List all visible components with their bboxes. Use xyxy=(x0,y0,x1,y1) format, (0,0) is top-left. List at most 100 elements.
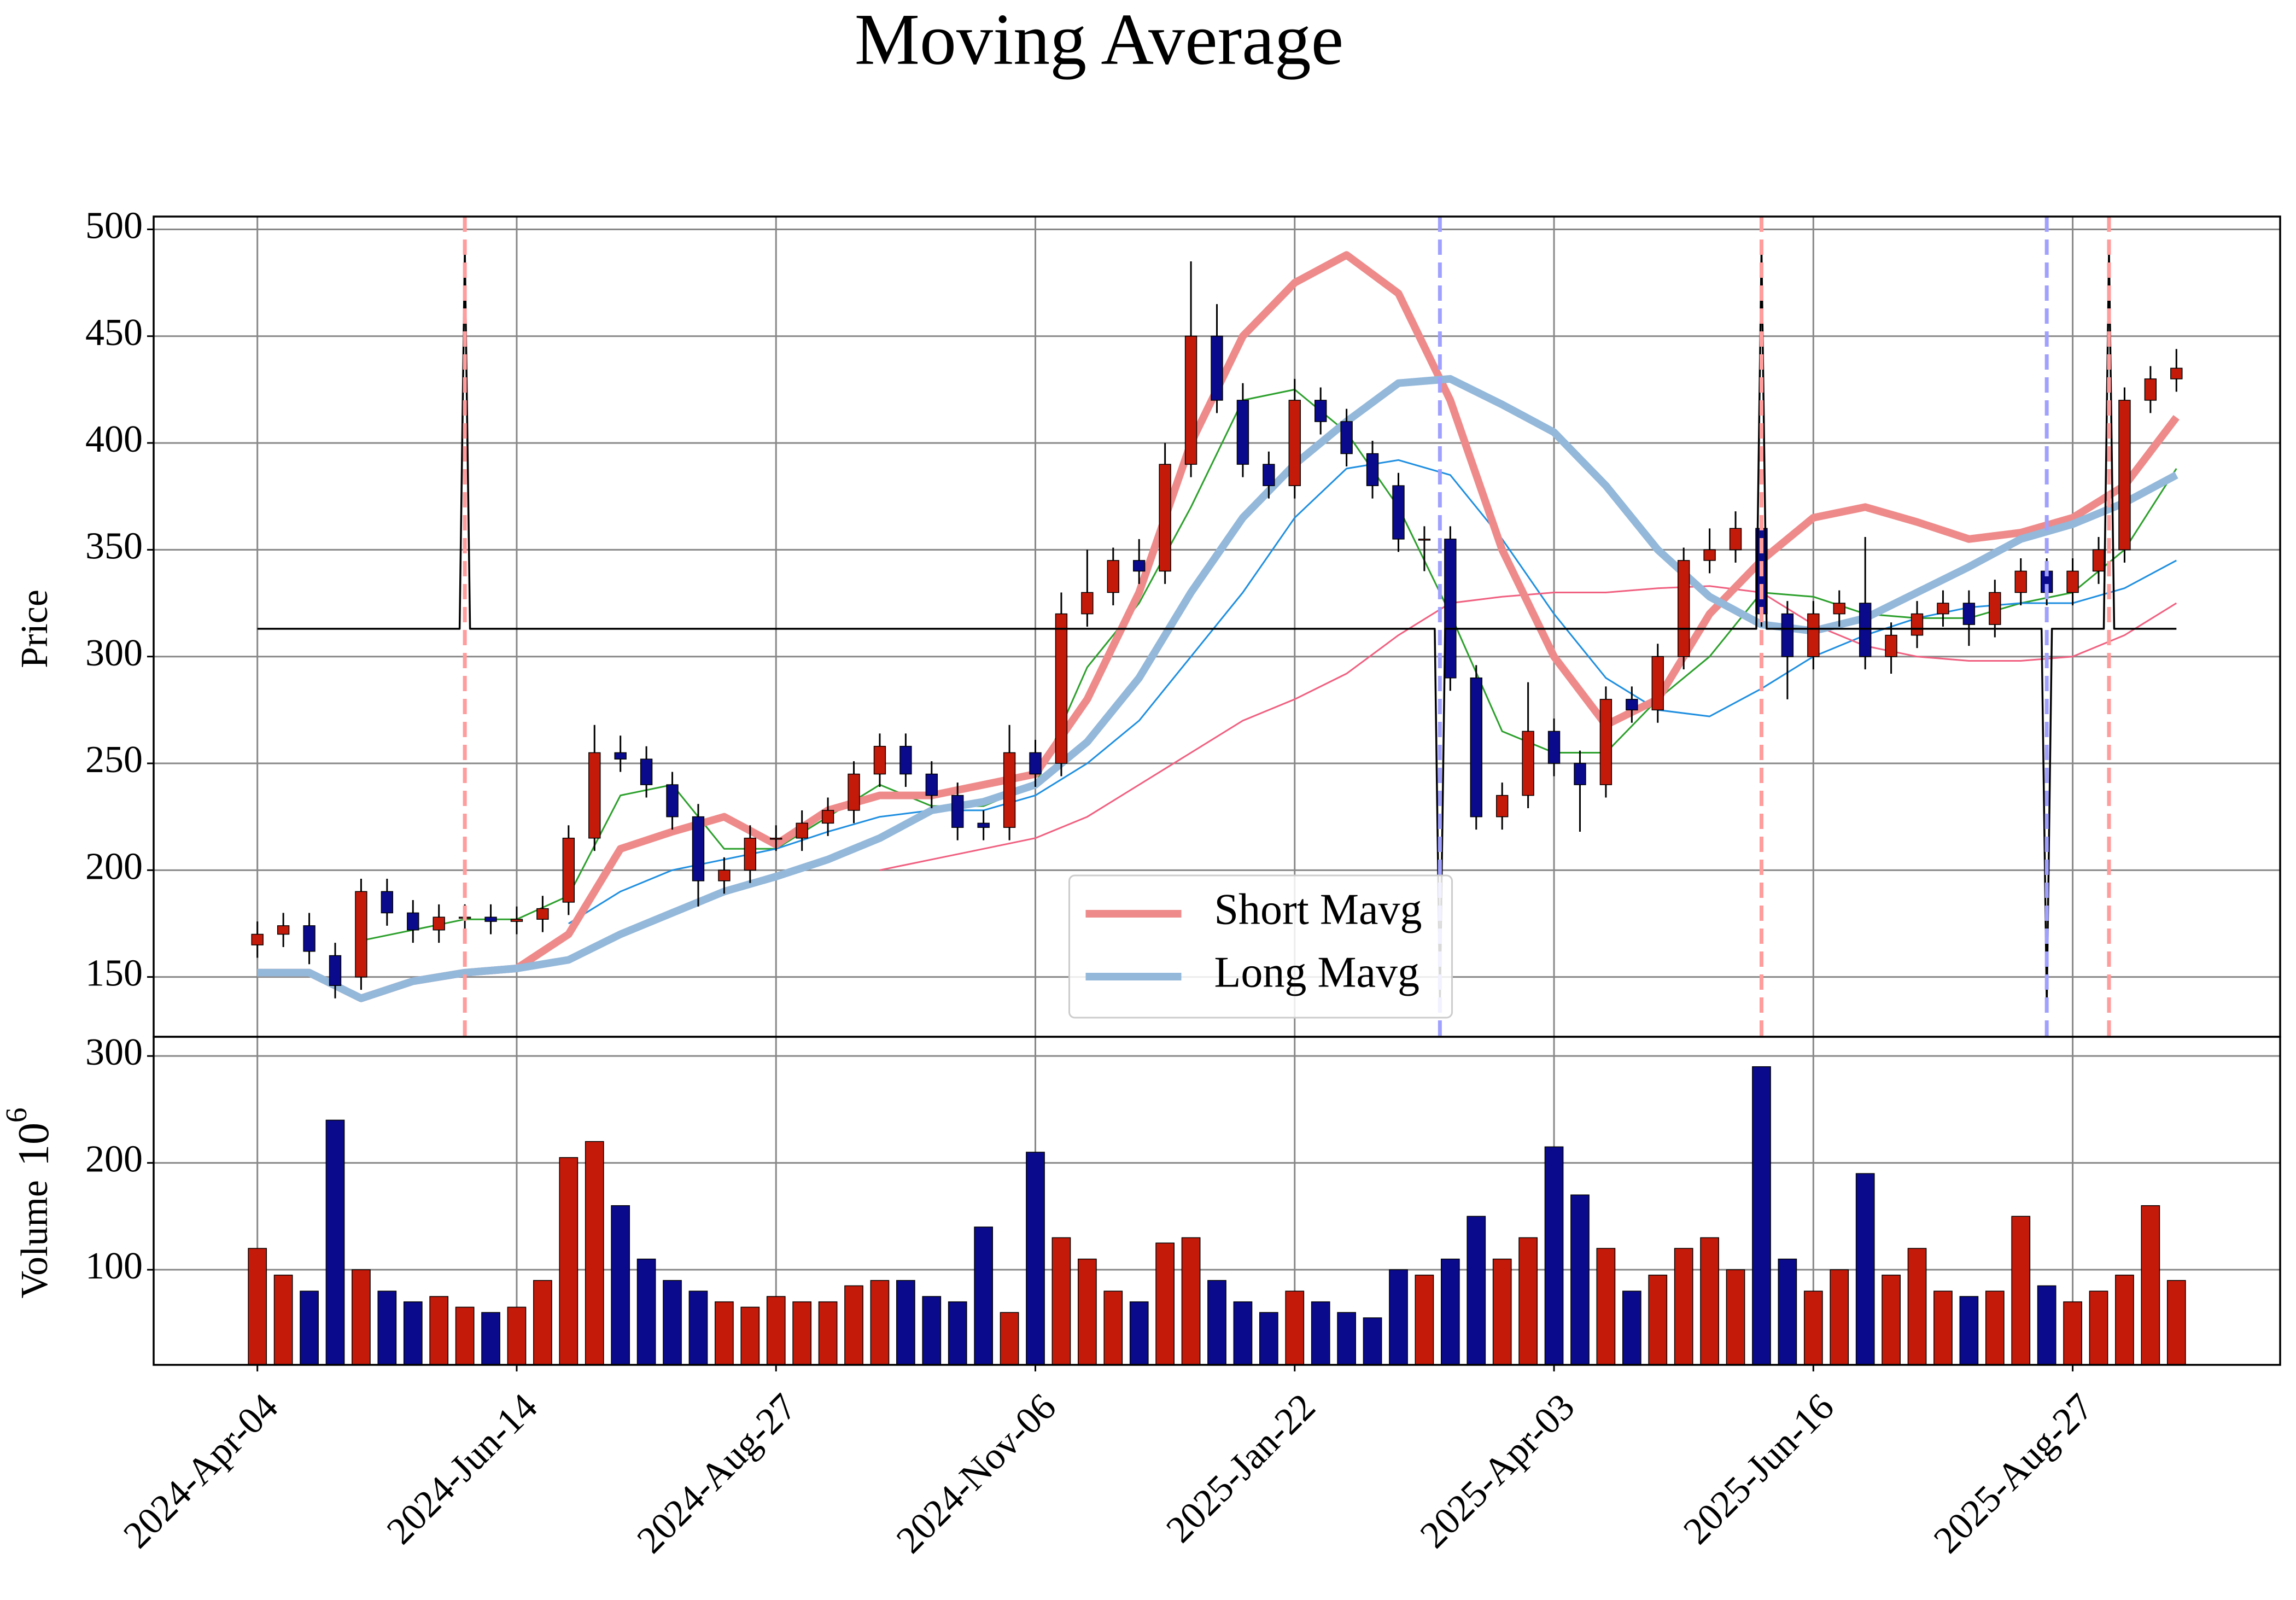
candle-body xyxy=(381,891,394,914)
legend-label: Long Mavg xyxy=(1214,948,1420,996)
x-tick-label: 2025-Apr-03 xyxy=(1412,1386,1583,1556)
candle-body xyxy=(1599,699,1613,785)
candle-body xyxy=(796,822,808,839)
volume-bar xyxy=(1103,1290,1123,1365)
candle-body xyxy=(770,837,782,840)
candle-body xyxy=(1444,539,1457,679)
candle-body xyxy=(1159,464,1171,572)
volume-bar xyxy=(1726,1269,1745,1365)
candle-body xyxy=(407,912,419,931)
candle-body xyxy=(1288,400,1301,486)
volume-bar xyxy=(1985,1290,2005,1365)
volume-bar xyxy=(481,1312,500,1365)
volume-bar xyxy=(1959,1296,1979,1365)
candle-body xyxy=(1859,603,1872,657)
volume-bar xyxy=(1492,1258,1512,1365)
volume-bar xyxy=(611,1205,630,1365)
volume-bar xyxy=(1026,1152,1045,1365)
volume-bar xyxy=(1337,1312,1356,1365)
candle-body xyxy=(1055,613,1068,764)
volume-bar xyxy=(1311,1301,1330,1365)
candle-body xyxy=(251,933,264,945)
candle-body xyxy=(1029,752,1042,775)
candle-body xyxy=(1989,592,2001,625)
volume-bar xyxy=(1285,1290,1305,1365)
volume-bar xyxy=(896,1280,915,1365)
y-tick-label: 200 xyxy=(85,845,143,887)
candle-body xyxy=(640,758,653,785)
candle-body xyxy=(2092,549,2105,572)
candle-body xyxy=(666,784,679,817)
volume-bar xyxy=(1000,1312,1019,1365)
candle-body xyxy=(1574,763,1586,785)
candle-body xyxy=(2170,367,2183,379)
volume-bar xyxy=(1907,1248,1927,1365)
volume-bar xyxy=(1830,1269,1849,1365)
x-tick-label: 2025-Jun-16 xyxy=(1675,1386,1842,1552)
volume-bar xyxy=(1389,1269,1408,1365)
volume-bar xyxy=(455,1306,475,1365)
volume-bar xyxy=(300,1290,319,1365)
volume-bar xyxy=(1181,1237,1201,1365)
volume-bar xyxy=(1363,1317,1382,1365)
candle-body xyxy=(744,837,757,871)
volume-bar xyxy=(1440,1258,1460,1365)
volume-bar xyxy=(1933,1290,1953,1365)
candle-body xyxy=(1885,634,1897,657)
candle-body xyxy=(433,916,445,931)
volume-bar xyxy=(1259,1312,1278,1365)
candle-body xyxy=(355,891,367,978)
volume-bar xyxy=(715,1301,734,1365)
x-tick-label: 2025-Jan-22 xyxy=(1159,1386,1324,1551)
volume-bar xyxy=(1674,1248,1693,1365)
volume-bar xyxy=(1882,1275,1901,1365)
candle-body xyxy=(1107,560,1119,593)
candle-body xyxy=(692,816,705,881)
volume-bar xyxy=(559,1157,579,1365)
volume-bar xyxy=(663,1280,682,1365)
volume-bar xyxy=(1207,1280,1226,1365)
candle-body xyxy=(977,822,990,828)
volume-bar xyxy=(1570,1194,1590,1365)
volume-bar xyxy=(766,1296,786,1365)
volume-bar xyxy=(1051,1237,1071,1365)
x-tick-label: 2024-Aug-27 xyxy=(629,1386,805,1561)
candle-body xyxy=(1366,453,1379,486)
volume-bar xyxy=(1544,1146,1564,1365)
volume-bar xyxy=(1467,1216,1486,1365)
candle-body xyxy=(1911,613,1924,636)
candle-body xyxy=(329,955,342,986)
candle-body xyxy=(1340,421,1353,454)
volume-frame xyxy=(153,1036,2281,1366)
candle-body xyxy=(484,916,497,922)
candle-body xyxy=(1418,539,1431,541)
volume-bar xyxy=(2037,1285,2057,1365)
volume-bar xyxy=(507,1306,527,1365)
volume-bar xyxy=(2115,1275,2134,1365)
volume-bar xyxy=(2011,1216,2031,1365)
volume-bar xyxy=(1700,1237,1719,1365)
candle-body xyxy=(1211,336,1223,401)
volume-bar xyxy=(352,1269,371,1365)
volume-bar xyxy=(1596,1248,1616,1365)
candle-body xyxy=(1781,613,1794,657)
y-tick-label: 400 xyxy=(85,418,143,460)
volume-bar xyxy=(688,1290,708,1365)
candle-body xyxy=(562,837,575,903)
candle-body xyxy=(951,795,964,828)
chart-title: Moving Average xyxy=(855,0,1343,80)
volume-bar xyxy=(325,1119,345,1365)
volume-bar xyxy=(1415,1275,1434,1365)
candle-body xyxy=(1003,752,1016,828)
y-tick-label: 350 xyxy=(85,525,143,567)
x-tick-label: 2024-Jun-14 xyxy=(379,1386,546,1552)
candle-body xyxy=(899,746,912,775)
candle-body xyxy=(1081,592,1094,615)
candle-body xyxy=(1703,549,1716,561)
volume-bar xyxy=(585,1141,604,1365)
y-tick-label: 150 xyxy=(85,953,143,995)
volume-bar xyxy=(922,1296,942,1365)
volume-bar xyxy=(1803,1290,1823,1365)
volume-bar xyxy=(1648,1275,1668,1365)
